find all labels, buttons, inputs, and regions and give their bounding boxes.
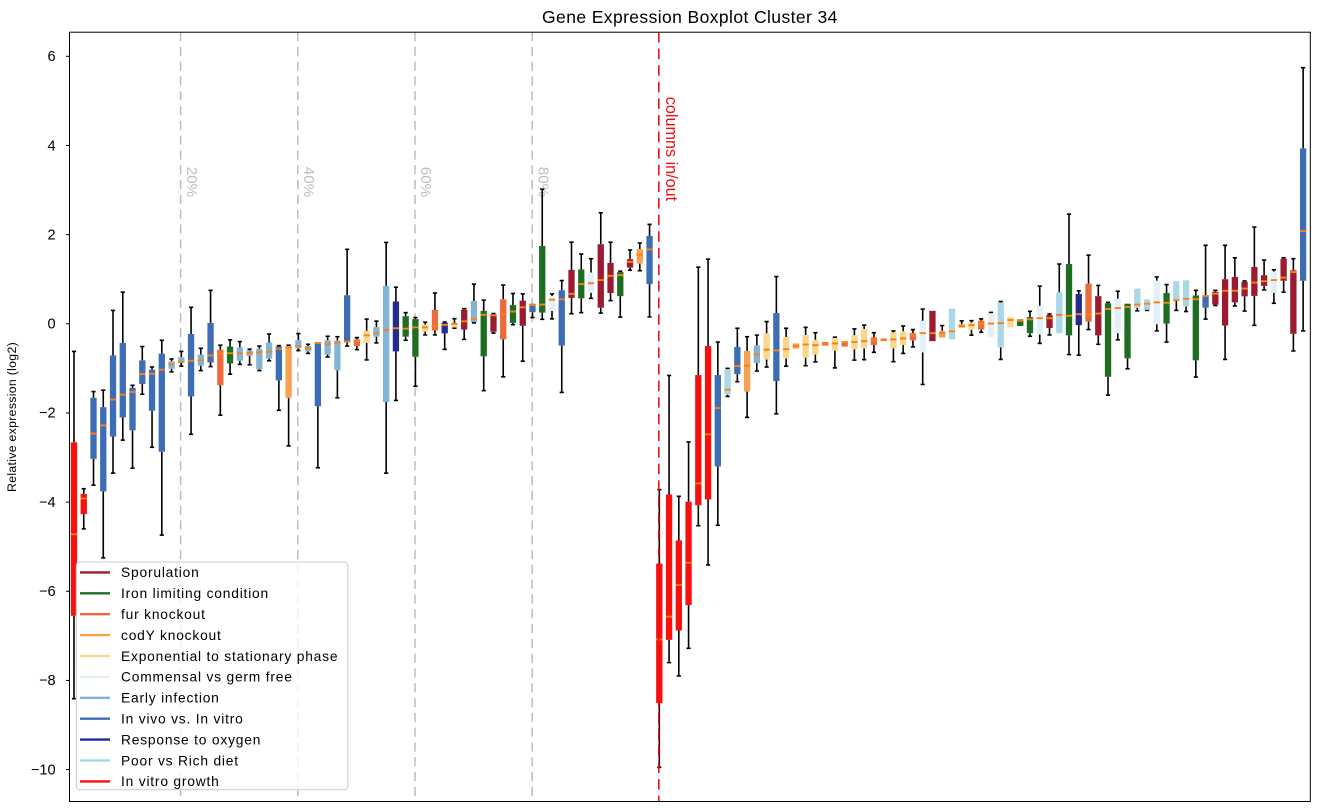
svg-text:−4: −4 [39, 495, 56, 511]
svg-text:−8: −8 [39, 673, 56, 689]
svg-text:−2: −2 [39, 406, 56, 422]
svg-text:0: 0 [47, 317, 55, 333]
svg-text:Early infection: Early infection [121, 691, 220, 706]
svg-text:Commensal vs germ free: Commensal vs germ free [121, 670, 293, 685]
svg-text:Relative expression (log2): Relative expression (log2) [5, 342, 19, 492]
svg-text:columns in/out: columns in/out [662, 97, 680, 202]
svg-text:60%: 60% [417, 167, 434, 197]
svg-text:Response to oxygen: Response to oxygen [121, 732, 261, 747]
svg-text:Sporulation: Sporulation [121, 565, 200, 580]
svg-text:−6: −6 [39, 584, 56, 600]
svg-text:In vivo vs. In vitro: In vivo vs. In vitro [121, 712, 244, 727]
svg-text:Exponential to stationary phas: Exponential to stationary phase [121, 649, 338, 664]
svg-text:fur knockout: fur knockout [121, 607, 206, 622]
svg-text:6: 6 [47, 49, 55, 65]
svg-text:20%: 20% [183, 167, 200, 197]
svg-text:codY knockout: codY knockout [121, 628, 222, 643]
svg-text:Gene Expression Boxplot Cluste: Gene Expression Boxplot Cluster 34 [542, 7, 838, 27]
svg-text:In vitro growth: In vitro growth [121, 774, 220, 789]
svg-text:2: 2 [47, 227, 55, 243]
svg-text:80%: 80% [534, 167, 551, 197]
svg-text:40%: 40% [300, 167, 317, 197]
svg-text:Iron limiting condition: Iron limiting condition [121, 586, 269, 601]
svg-text:Poor vs Rich diet: Poor vs Rich diet [121, 753, 239, 768]
svg-text:−10: −10 [31, 762, 56, 778]
svg-text:4: 4 [47, 138, 55, 154]
